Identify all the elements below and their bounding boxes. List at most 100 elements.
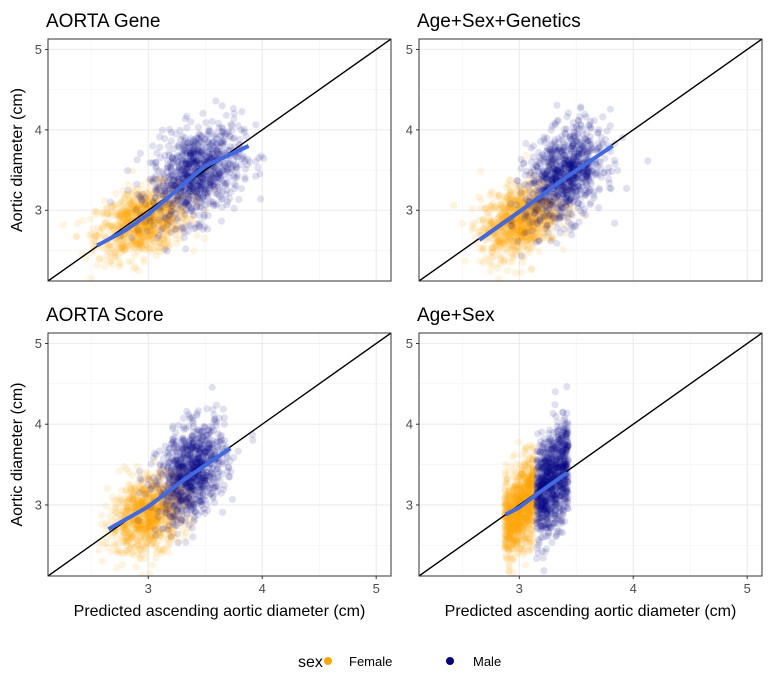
point-male — [571, 196, 578, 203]
point-male — [565, 109, 572, 116]
point-male — [577, 103, 584, 110]
point-male — [199, 226, 206, 233]
point-female — [79, 217, 86, 224]
point-male — [591, 117, 598, 124]
point-female — [494, 265, 501, 272]
point-female — [91, 207, 98, 214]
point-male — [215, 120, 222, 127]
point-male — [174, 153, 181, 160]
point-female — [462, 257, 469, 264]
point-male — [175, 193, 182, 200]
point-female — [100, 245, 107, 252]
point-male — [601, 155, 608, 162]
point-male — [132, 206, 139, 213]
point-male — [599, 113, 606, 120]
point-male — [152, 194, 159, 201]
point-male — [552, 121, 559, 128]
point-male — [225, 128, 232, 135]
point-male — [144, 228, 151, 235]
point-female — [95, 547, 102, 554]
point-male — [137, 150, 144, 157]
point-male — [137, 477, 144, 484]
point-female — [190, 247, 197, 254]
point-male — [258, 153, 265, 160]
point-male — [543, 135, 550, 142]
point-male — [575, 117, 582, 124]
point-male — [561, 126, 568, 133]
point-male — [152, 165, 159, 172]
point-female — [124, 503, 131, 510]
point-female — [139, 528, 146, 535]
point-male — [190, 185, 197, 192]
point-female — [141, 258, 148, 265]
point-female — [101, 197, 108, 204]
point-male — [172, 130, 179, 137]
point-male — [570, 129, 577, 136]
point-male — [165, 143, 172, 150]
point-male — [582, 176, 589, 183]
point-male — [223, 168, 230, 175]
point-female — [96, 255, 103, 262]
point-male — [507, 200, 514, 207]
point-female — [165, 549, 172, 556]
point-male — [197, 154, 204, 161]
point-male — [219, 102, 226, 109]
point-male — [582, 114, 589, 121]
point-male — [159, 127, 166, 134]
point-male — [252, 158, 259, 165]
point-female — [489, 254, 496, 261]
point-male — [557, 204, 564, 211]
point-male — [167, 211, 174, 218]
point-male — [167, 200, 174, 207]
point-male — [603, 127, 610, 134]
point-male — [182, 245, 189, 252]
point-male — [183, 160, 190, 167]
point-male — [151, 526, 158, 533]
point-male — [160, 213, 167, 220]
point-male — [520, 159, 527, 166]
point-male — [175, 539, 182, 546]
point-female — [469, 205, 476, 212]
point-male — [611, 220, 618, 227]
point-female — [103, 539, 110, 546]
point-male — [550, 157, 557, 164]
point-male — [160, 171, 167, 178]
point-female — [106, 259, 113, 266]
point-female — [495, 202, 502, 209]
point-male — [219, 509, 226, 516]
point-female — [528, 266, 535, 273]
point-male — [571, 153, 578, 160]
y-tick-label: 4 — [35, 122, 42, 137]
point-male — [156, 144, 163, 151]
point-male — [533, 239, 540, 246]
point-male — [231, 180, 238, 187]
point-male — [238, 185, 245, 192]
point-male — [572, 223, 579, 230]
point-female — [450, 202, 457, 209]
point-female — [142, 534, 149, 541]
point-male — [524, 229, 531, 236]
point-female — [152, 554, 159, 561]
point-male — [150, 222, 157, 229]
point-male — [230, 115, 237, 122]
point-female — [128, 486, 135, 493]
point-female — [487, 190, 494, 197]
point-male — [134, 227, 141, 234]
point-male — [166, 126, 173, 133]
point-male — [227, 189, 234, 196]
point-female — [201, 235, 208, 242]
point-male — [557, 229, 564, 236]
point-male — [124, 187, 131, 194]
y-tick-label: 4 — [406, 122, 413, 137]
y-axis-label: Aortic diameter (cm) — [9, 88, 26, 232]
point-male — [209, 384, 216, 391]
point-male — [147, 176, 154, 183]
point-male — [182, 115, 189, 122]
point-male — [560, 140, 567, 147]
point-female — [518, 269, 525, 276]
point-male — [518, 252, 525, 259]
point-female — [131, 502, 138, 509]
point-male — [224, 198, 231, 205]
point-male — [249, 437, 256, 444]
point-male — [181, 229, 188, 236]
